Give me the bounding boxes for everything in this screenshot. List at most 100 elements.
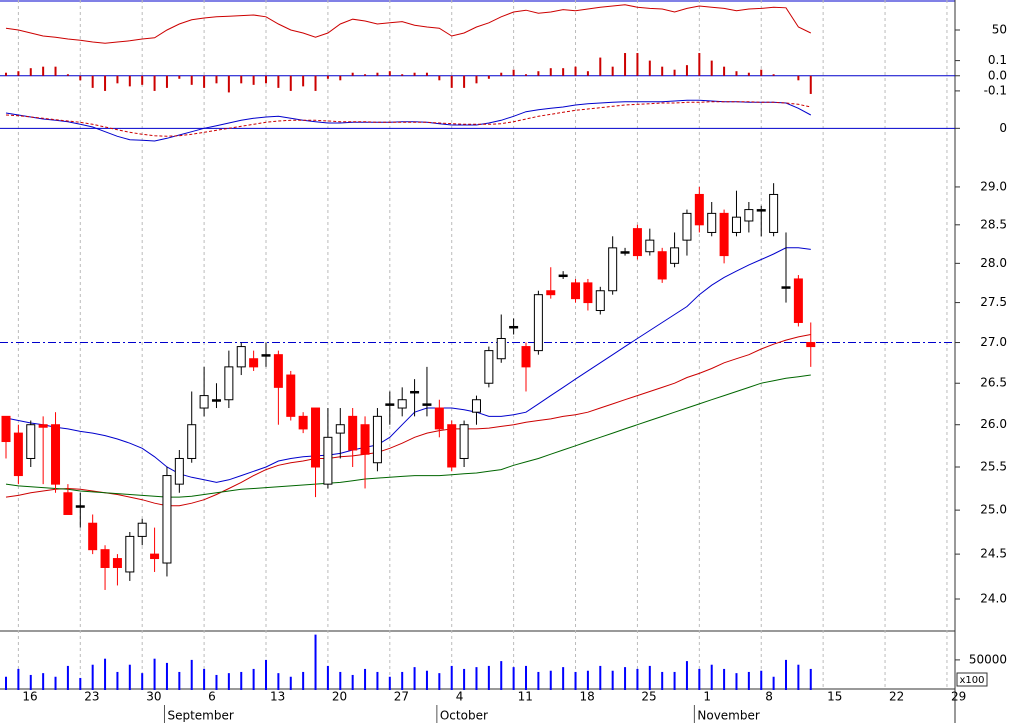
bar (760, 670, 763, 690)
bar (376, 671, 379, 690)
candle-body (744, 209, 754, 222)
candle-body (63, 492, 73, 515)
candle-body (533, 294, 543, 352)
bar (351, 674, 354, 690)
month-label: October (440, 709, 488, 723)
bar (574, 66, 577, 76)
candle-body (434, 407, 444, 430)
bar (760, 69, 763, 76)
bar (265, 75, 268, 84)
candle-body (187, 424, 197, 459)
bar (79, 75, 82, 81)
bar (339, 671, 342, 690)
candle-body (583, 282, 593, 304)
candle-body (75, 505, 85, 508)
bar (512, 69, 515, 76)
bar (240, 671, 243, 690)
bar (487, 665, 490, 690)
line-series (5, 247, 811, 483)
x-tick-label: 15 (827, 690, 842, 704)
bar (413, 667, 416, 690)
y-tick-label: 24.5 (980, 547, 1007, 561)
bar (661, 66, 664, 76)
bar (165, 75, 168, 88)
bar (586, 670, 589, 690)
bar (785, 659, 788, 690)
bar (735, 71, 738, 76)
line-series (5, 4, 812, 44)
bar (487, 75, 490, 79)
bar (624, 53, 627, 76)
bar (636, 668, 639, 690)
bar (525, 74, 528, 76)
month-label: November (697, 709, 759, 723)
bar (29, 68, 32, 76)
bar (17, 71, 20, 76)
bar (66, 74, 69, 76)
x-tick-label: 25 (641, 690, 656, 704)
candle-body (682, 212, 692, 241)
candle-body (112, 558, 122, 568)
bar (364, 74, 367, 76)
bar (611, 66, 614, 76)
bar (463, 668, 466, 690)
candle-body (471, 399, 481, 413)
candle-body (459, 424, 469, 459)
bar (599, 665, 602, 690)
bar (252, 75, 255, 85)
candle-body (236, 346, 246, 368)
bar (710, 664, 713, 690)
candle-body (595, 290, 605, 312)
y-tick-label: 0.0 (988, 68, 1007, 82)
bar (364, 668, 367, 690)
line-series (5, 374, 811, 498)
bar (500, 72, 503, 76)
bar (772, 74, 775, 76)
candle-body (323, 436, 333, 485)
bar (141, 673, 144, 690)
candle-body (484, 350, 494, 384)
y-tick-label: 25.5 (980, 460, 1007, 474)
bar (252, 668, 255, 690)
candle-body (620, 251, 630, 254)
bar (190, 659, 193, 690)
x-tick-label: 20 (332, 690, 347, 704)
bar (289, 676, 292, 690)
bar (574, 671, 577, 690)
x-tick-label: 1 (703, 690, 711, 704)
bar (401, 671, 404, 690)
y-tick-label: 24.0 (980, 592, 1007, 606)
bar (723, 668, 726, 690)
bar (698, 668, 701, 690)
x-tick-label: 16 (22, 690, 37, 704)
bar (339, 75, 342, 81)
candle-body (694, 193, 704, 226)
bar (685, 65, 688, 76)
bar (104, 75, 107, 91)
bar (425, 670, 428, 690)
bar (54, 66, 57, 76)
y-tick-label: 0 (999, 121, 1007, 135)
x-tick-label: 23 (84, 690, 99, 704)
bar (240, 75, 243, 84)
bar (809, 668, 812, 690)
bar (710, 60, 713, 76)
bar (685, 661, 688, 690)
candle-body (372, 415, 382, 464)
candle-body (13, 432, 23, 477)
candle-body (261, 354, 271, 357)
bar (277, 75, 280, 88)
candle-body (657, 251, 667, 280)
bar (438, 75, 441, 81)
bar (116, 671, 119, 690)
candle-body (335, 424, 345, 434)
x-tick-label: 29 (951, 690, 966, 704)
candle-body (125, 535, 135, 573)
bar (562, 667, 565, 690)
bar (227, 673, 230, 690)
bar (388, 676, 391, 690)
y-tick-label: 0.1 (988, 53, 1007, 67)
y-tick-label: 25.0 (980, 503, 1007, 517)
bar (661, 671, 664, 690)
